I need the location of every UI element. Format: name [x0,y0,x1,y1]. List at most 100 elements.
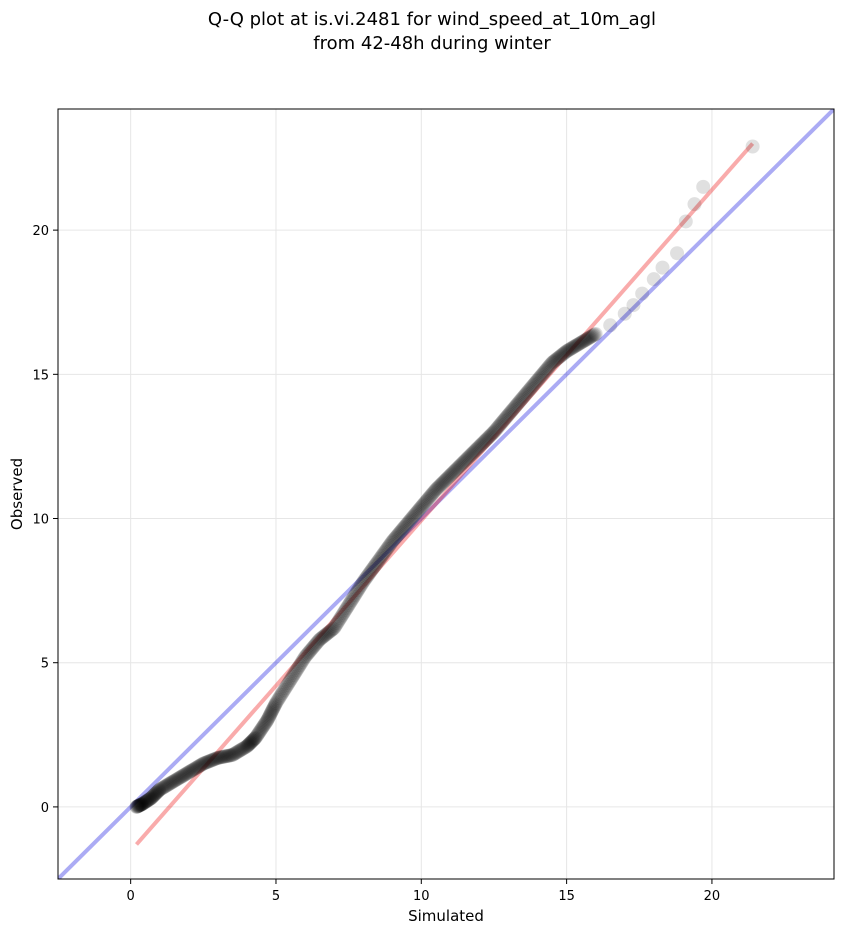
quantile-point [420,492,435,507]
quantile-point [524,380,539,395]
quantile-point [443,468,458,483]
quantile-point [246,732,261,747]
quantile-point [475,436,490,451]
quantile-point [522,382,537,397]
quantile-point [198,755,213,770]
quantile-point [482,429,497,444]
quantile-point [345,591,360,606]
quantile-point [167,773,182,788]
quantile-point [298,649,313,664]
quantile-point [461,450,476,465]
quantile-point [418,495,433,510]
quantile-point [317,628,332,643]
quantile-point [256,718,271,733]
quantile-point [346,589,361,604]
quantile-point [582,330,597,345]
quantile-point [204,753,219,768]
quantile-point [143,791,158,806]
quantile-point [252,724,267,739]
quantile-point [144,791,159,806]
quantile-point [586,328,601,343]
quantile-point [585,328,600,343]
quantile-point [321,625,336,640]
quantile-point [233,743,248,758]
quantile-point [291,659,306,674]
quantile-point [142,792,157,807]
quantile-point [463,448,478,463]
quantile-point [382,538,397,553]
quantile-point [357,573,372,588]
quantile-point [257,717,272,732]
quantile-point [469,442,484,457]
quantile-point [183,764,198,779]
quantile-point [473,438,488,453]
quantile-point [288,664,303,679]
y-tick-label: 5 [41,657,49,672]
quantile-point [492,418,507,433]
quantile-point [159,778,174,793]
quantile-point [490,421,505,436]
quantile-point [646,272,661,287]
quantile-point [387,532,402,547]
quantile-point [392,525,407,540]
quantile-point [360,569,375,584]
quantile-point [415,498,430,513]
quantile-point [343,594,358,609]
quantile-point [251,725,266,740]
quantile-point [327,621,342,636]
quantile-point [207,752,222,767]
quantile-point [224,748,239,763]
quantile-point [550,351,565,366]
quantile-point [441,470,456,485]
quantile-point [353,579,368,594]
quantile-point [494,416,509,431]
quantile-point [193,758,208,773]
reference-line [58,109,834,879]
quantile-point [554,348,569,363]
quantile-point [391,527,406,542]
quantile-point [141,792,156,807]
quantile-point [256,719,271,734]
quantile-point [244,735,259,750]
quantile-point [169,772,184,787]
quantile-point [283,673,298,688]
quantile-point [502,406,517,421]
quantile-point [489,422,504,437]
quantile-point [152,783,167,798]
quantile-point [501,407,516,422]
quantile-point [535,366,550,381]
quantile-point [185,762,200,777]
quantile-point [350,583,365,598]
quantile-point [215,750,230,765]
quantile-point [184,763,199,778]
quantile-point [394,523,409,538]
quantile-point [177,767,192,782]
quantile-point [655,260,670,275]
quantile-point [544,357,559,372]
quantile-point [349,584,364,599]
quantile-point [426,485,441,500]
quantile-point [150,784,165,799]
x-tick-label: 20 [704,889,721,904]
quantile-point [192,759,207,774]
quantile-point [393,524,408,539]
quantile-point [165,775,180,790]
quantile-point [146,788,161,803]
quantile-point [205,752,220,767]
quantile-point [498,411,513,426]
quantile-point [408,507,423,522]
quantile-point [284,671,299,686]
quantile-point [218,749,233,764]
quantile-point [315,630,330,645]
chart-title-line-2: from 42-48h during winter [313,33,551,54]
quantile-point [299,648,314,663]
quantile-point [157,779,172,794]
quantile-point [223,748,238,763]
quantile-point [563,341,578,356]
quantile-point [430,480,445,495]
quantile-point [403,512,418,527]
quantile-point [306,640,321,655]
quantile-point [261,710,276,725]
quantile-point [182,764,197,779]
